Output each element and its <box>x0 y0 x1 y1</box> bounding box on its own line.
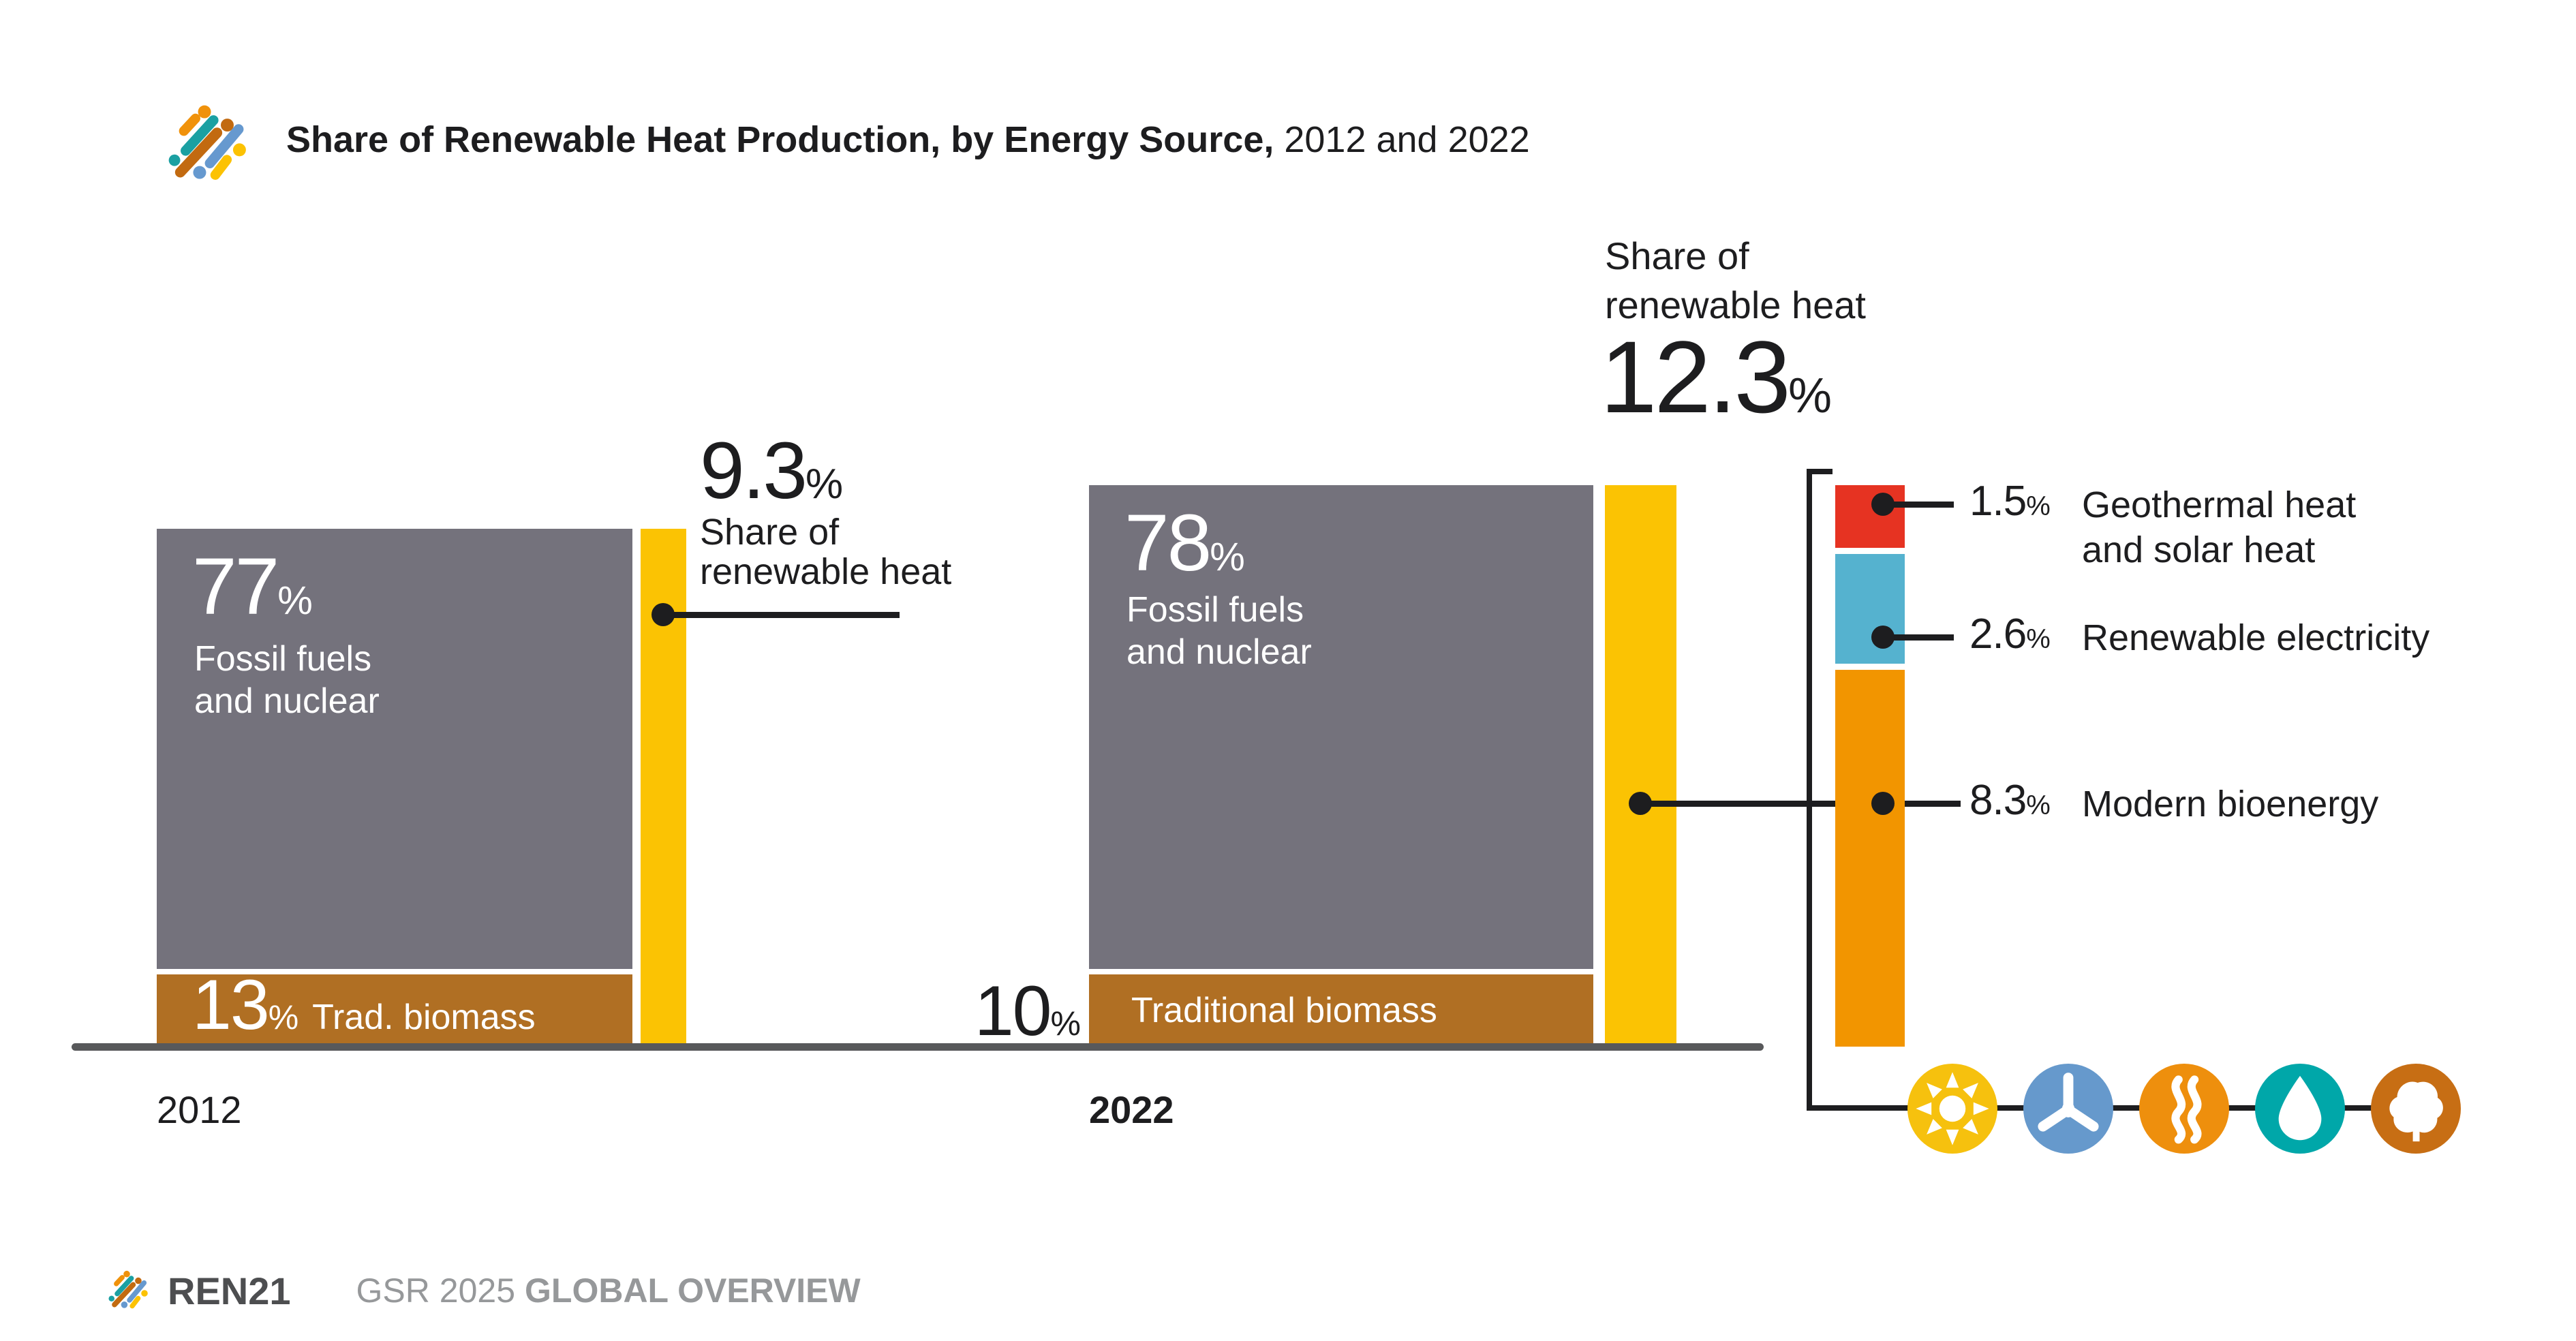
ren21-logo-icon <box>168 105 246 180</box>
page-title: Share of Renewable Heat Production, by E… <box>286 117 1530 162</box>
footer-section-name: GLOBAL OVERVIEW <box>525 1271 861 1310</box>
segment-renewable-electricity <box>1835 554 1905 664</box>
connector-line-2012 <box>663 612 900 618</box>
connector-dot-geothermal <box>1871 493 1895 516</box>
bar-2012-fossil-label: Fossil fuels and nuclear <box>194 639 380 721</box>
legend-electricity-label: Renewable electricity <box>2082 617 2430 658</box>
biomass-leaf-icon <box>2371 1064 2461 1154</box>
bracket-top-tick <box>1807 469 1833 474</box>
legend-bioenergy-value: 8.3% <box>1969 777 2051 824</box>
footer-brand: REN21 <box>168 1269 291 1312</box>
annotation-2022-share-value: 12.3% <box>1600 320 1832 434</box>
bar-2022-biomass-label: Traditional biomass <box>1131 991 1437 1030</box>
title-years: 2012 and 2022 <box>1274 119 1530 160</box>
segment-geothermal-solar <box>1835 485 1905 548</box>
connector-dot-bioenergy <box>1871 792 1895 815</box>
bar-2022-fossil-nuclear: 78% Fossil fuels and nuclear <box>1089 485 1593 969</box>
sun-icon <box>1907 1064 1997 1154</box>
bar-2022-renewable-share <box>1605 485 1676 1047</box>
annotation-2012-share-label: Share of renewable heat <box>700 512 952 592</box>
bar-2012-biomass-value: 13% Trad. biomass <box>192 966 536 1045</box>
bracket-vertical-line <box>1807 469 1812 1111</box>
footer: REN21 GSR 2025 GLOBAL OVERVIEW <box>101 1262 861 1319</box>
connector-line-geothermal <box>1883 502 1954 508</box>
ren21-footer-logo-icon <box>108 1270 148 1309</box>
legend-geothermal-value: 1.5% <box>1969 478 2051 525</box>
bar-2012-fossil-nuclear: 77% Fossil fuels and nuclear <box>157 529 632 969</box>
water-drop-icon <box>2255 1064 2345 1154</box>
annotation-2012-share-value: 9.3% <box>700 426 844 516</box>
bar-2022-fossil-value: 78% <box>1124 498 1245 588</box>
connector-line-electricity <box>1883 634 1954 641</box>
axis-label-2022: 2022 <box>1089 1088 1174 1131</box>
axis-label-2012: 2012 <box>157 1088 242 1131</box>
x-axis-line <box>72 1043 1764 1051</box>
legend-bioenergy-label: Modern bioenergy <box>2082 784 2379 824</box>
bar-2022-fossil-label: Fossil fuels and nuclear <box>1126 590 1312 672</box>
legend-electricity-value: 2.6% <box>1969 611 2051 658</box>
footer-report-name: GSR 2025 <box>356 1271 516 1310</box>
wind-turbine-icon <box>2023 1064 2113 1154</box>
connector-dot-electricity <box>1871 626 1895 649</box>
annotation-2022-share-label: Share of renewable heat <box>1605 234 1866 326</box>
connector-dot-2012 <box>651 603 675 626</box>
geothermal-waves-icon <box>2139 1064 2229 1154</box>
connector-dot-2022-bar <box>1629 792 1652 815</box>
connector-line-2022-breakdown <box>1640 801 1961 807</box>
bar-2022-trad-biomass: Traditional biomass <box>1089 974 1593 1047</box>
bar-2012-trad-biomass: 13% Trad. biomass <box>157 970 632 1047</box>
title-main: Share of Renewable Heat Production, by E… <box>286 119 1274 160</box>
bar-2012-fossil-value: 77% <box>192 542 313 632</box>
segment-modern-bioenergy <box>1835 670 1905 1047</box>
legend-geothermal-label: Geothermal heat and solar heat <box>2082 484 2357 570</box>
bar-2022-biomass-value: 10% <box>974 972 1081 1051</box>
